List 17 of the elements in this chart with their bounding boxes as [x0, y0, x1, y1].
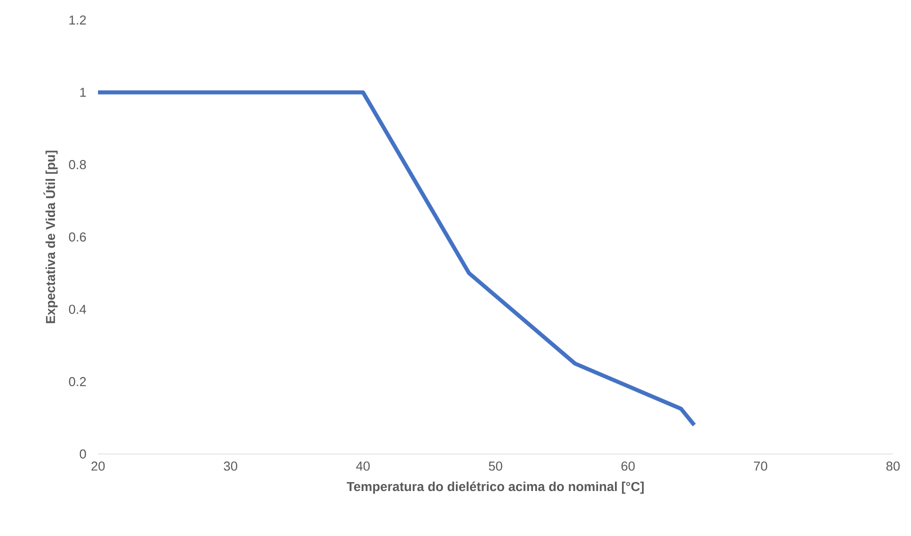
y-tick-label: 0.6	[68, 232, 86, 242]
x-tick-label: 20	[91, 462, 105, 471]
x-tick-label: 80	[886, 462, 900, 471]
x-tick-label: 40	[356, 462, 370, 471]
y-tick-label: 0	[80, 449, 86, 459]
x-tick-label: 30	[224, 462, 238, 471]
y-tick-label: 0.2	[68, 377, 86, 386]
line-series	[96, 90, 696, 428]
x-tick-label: 60	[621, 462, 635, 471]
y-tick-label: 0.4	[68, 304, 86, 314]
x-tick-label: 70	[754, 462, 768, 471]
y-axis-title: Expectativa de Vida Útil [pu]	[43, 150, 58, 324]
y-tick-label: 1	[80, 88, 86, 97]
y-tick-label: 0.8	[68, 160, 86, 170]
x-axis-title: Temperatura do dielétrico acima do nominal [°C]	[346, 482, 644, 494]
x-tick-label: 50	[488, 462, 502, 471]
y-tick-label: 1.2	[69, 15, 86, 25]
